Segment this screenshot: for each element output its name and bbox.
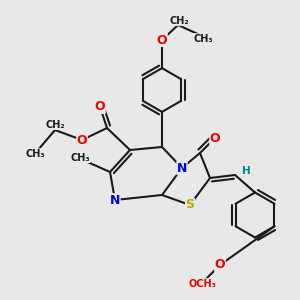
Text: O: O	[95, 100, 105, 113]
Text: S: S	[185, 199, 194, 212]
Text: O: O	[157, 34, 167, 46]
Text: N: N	[110, 194, 120, 206]
Text: CH₃: CH₃	[26, 148, 45, 159]
Text: CH₃: CH₃	[70, 153, 90, 163]
Text: O: O	[210, 131, 220, 145]
Text: O: O	[77, 134, 87, 146]
Text: OCH₃: OCH₃	[188, 279, 216, 289]
Text: N: N	[177, 161, 187, 175]
Text: H: H	[242, 167, 251, 176]
Text: CH₃: CH₃	[193, 34, 213, 44]
Text: CH₂: CH₂	[170, 16, 189, 26]
Text: CH₂: CH₂	[45, 120, 65, 130]
Text: O: O	[215, 259, 225, 272]
